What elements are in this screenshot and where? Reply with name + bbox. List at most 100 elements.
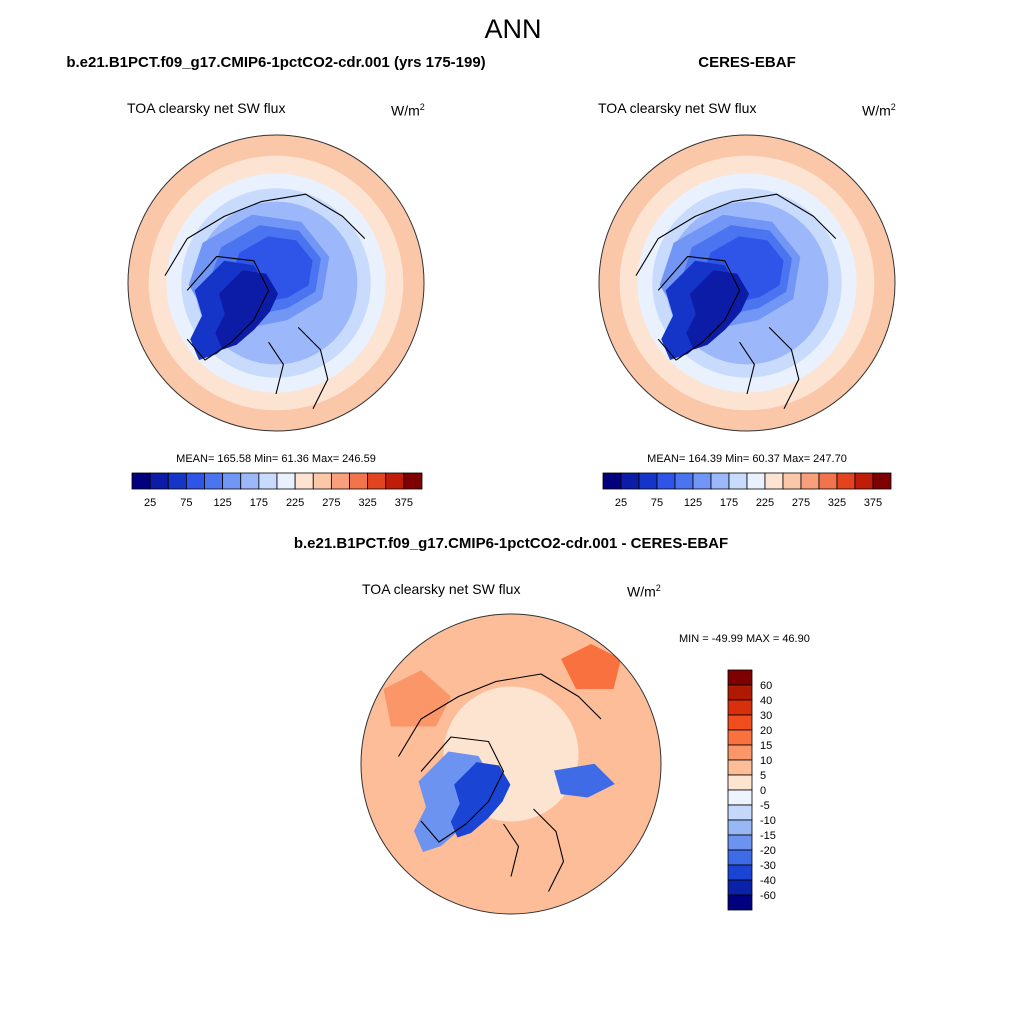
panel-3-colorbar-tick-label: 0 [760,785,766,797]
panel-2-colorbar-box [728,472,748,490]
panel-1-colorbar-box [367,472,387,490]
panel-2-colorbar-box [782,472,802,490]
panel-1-colorbar-box [403,472,423,490]
panel-2-colorbar-box [710,472,730,490]
panel-1-field-label: TOA clearsky net SW flux [127,100,286,116]
panel-3-colorbar-tick-label: -40 [760,875,776,887]
panel-2-colorbar-box [800,472,820,490]
panel-1-case-title: b.e21.B1PCT.f09_g17.CMIP6-1pctCO2-cdr.00… [66,54,486,71]
panel-1-colorbar-box [149,472,169,490]
panel-2-stats: MEAN= 164.39 Min= 60.37 Max= 247.70 [647,453,847,465]
panel-1-colorbar-box [330,472,350,490]
panel-2-colorbar-box [764,472,784,490]
panel-1-colorbar-box [294,472,314,490]
panel-3-colorbar-box [727,684,753,701]
panel-1-colorbar-tick-label: 325 [358,497,376,509]
panel-3-colorbar-tick-label: 15 [760,740,772,752]
panel-3-colorbar-tick-label: 40 [760,695,772,707]
panel-3-colorbar-box [727,714,753,731]
panel-2-coastline [635,193,837,276]
panel-3-colorbar-box [727,894,753,911]
panel-3-colorbar-box [727,744,753,761]
panel-1-colorbar-box [349,472,369,490]
panel-3-colorbar: 60 40 30 20 15 10 5 0 -5 -10 -15 -20 -30 -40 -60 [727,669,776,911]
panel-2-coastline [739,341,755,395]
panel-1-colorbar-box [167,472,187,490]
panel-2-colorbar-box [746,472,766,490]
panel-3-colorbar-tick-label: 20 [760,725,772,737]
panel-2-colorbar-box [602,472,622,490]
panel-3-colorbar-box [727,729,753,746]
panel-3-colorbar-tick-label: 5 [760,770,766,782]
panel-2-colorbar-tick-label: 25 [615,497,627,509]
panel-1-colorbar-tick-label: 75 [180,497,192,509]
panel-2-units: W/m2 [862,102,896,119]
panel-1-colorbar-box [312,472,332,490]
panel-3-colorbar-tick-label: 10 [760,755,772,767]
panel-1-colorbar-box [222,472,242,490]
panel-2-colorbar-box [854,472,874,490]
panel-1-coastline [297,327,329,410]
panel-1-coastline [268,341,284,395]
figure-title: ANN [484,14,542,44]
panel-1-colorbar-box [240,472,260,490]
panel-2-map-border [598,134,896,432]
panel-3-colorbar-tick-label: -30 [760,860,776,872]
panel-3-colorbar-tick-label: -10 [760,815,776,827]
panel-2-colorbar-box [692,472,712,490]
panel-1-stats: MEAN= 165.58 Min= 61.36 Max= 246.59 [176,453,376,465]
panel-3-colorbar-box [727,669,753,686]
panel-3-colorbar-box [727,879,753,896]
panel-2-colorbar-box [656,472,676,490]
panel-1-colorbar-box [276,472,296,490]
panel-1-units: W/m2 [391,102,425,119]
panel-3-field-region [383,670,451,727]
panel-3-map-border [360,613,662,915]
panel-1-colorbar-tick-label: 275 [322,497,340,509]
panel-2-colorbar-tick-label: 125 [684,497,702,509]
panel-1-colorbar-box [131,472,151,490]
panel-3-colorbar-tick-label: 30 [760,710,772,722]
panel-1-colorbar-box [385,472,405,490]
panel-1-colorbar-tick-label: 375 [395,497,413,509]
panel-1-colorbar-tick-label: 175 [250,497,268,509]
panel-1-coastline [164,193,366,276]
panel-3-field-label: TOA clearsky net SW flux [362,581,521,597]
panel-3-colorbar-tick-label: 60 [760,680,772,692]
panel-2-colorbar-box [638,472,658,490]
panel-3-greenland-field [450,762,511,838]
panel-3-field-region [561,644,621,689]
panel-3-coastline [420,736,505,843]
panel-3-colorbar-tick-label: -15 [760,830,776,842]
panel-1-colorbar-box [204,472,224,490]
panel-2-map [599,135,895,431]
panel-1-colorbar-box [258,472,278,490]
panel-2-greenland-field [686,270,750,350]
panel-1-colorbar: 25 75 125 175 225 275 325 375 [131,472,423,509]
panel-1-colorbar-tick-label: 25 [144,497,156,509]
panel-3-coastline [398,673,602,757]
panel-3-map [361,614,661,914]
panel-1-map [128,135,424,431]
panel-1-map-border [127,134,425,432]
panel-1-colorbar-box [185,472,205,490]
panel-3-colorbar-box [727,804,753,821]
panel-3-colorbar-box [727,849,753,866]
panel-2-colorbar-tick-label: 75 [651,497,663,509]
panel-2-coastline [768,327,800,410]
panel-3-stats: MIN = -49.99 MAX = 46.90 [679,633,810,645]
panel-3-colorbar-tick-label: -5 [760,800,770,812]
panel-2-colorbar-box [836,472,856,490]
panel-3-colorbar-box [727,864,753,881]
panel-3-colorbar-tick-label: -20 [760,845,776,857]
panel-3-colorbar-box [727,789,753,806]
panel-2-colorbar-tick-label: 375 [864,497,882,509]
panel-2-colorbar-tick-label: 325 [828,497,846,509]
panel-2-colorbar-box [818,472,838,490]
panel-3-coastline [533,808,565,892]
panel-2-colorbar-tick-label: 225 [756,497,774,509]
panel-3-coastline [503,823,520,877]
panel-3-colorbar-box [727,774,753,791]
panel-2-colorbar-box [872,472,892,490]
